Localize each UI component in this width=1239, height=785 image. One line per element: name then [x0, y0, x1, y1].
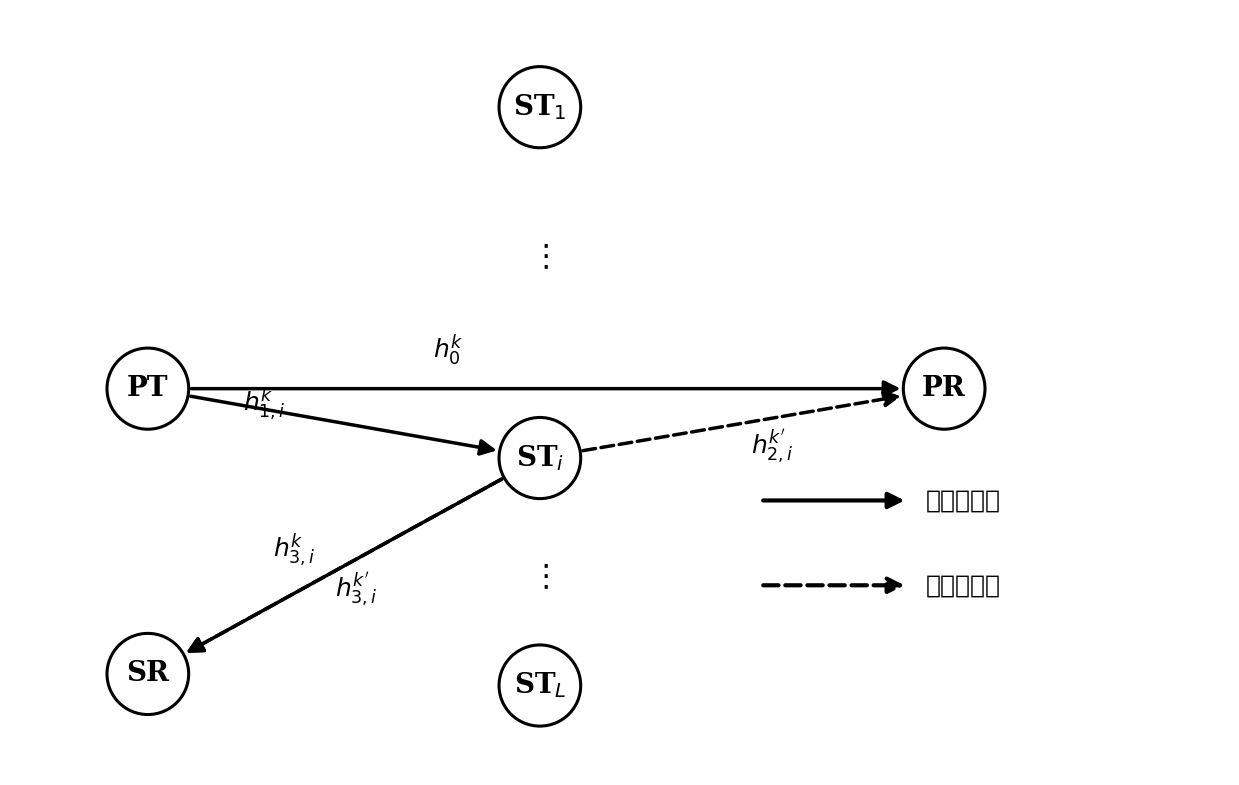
Text: ST$_i$: ST$_i$: [515, 444, 564, 473]
Text: $h_{2,i}^{k'}$: $h_{2,i}^{k'}$: [751, 428, 794, 466]
Ellipse shape: [499, 645, 581, 726]
Text: SR: SR: [126, 660, 170, 688]
Text: $h_{3,i}^{k'}$: $h_{3,i}^{k'}$: [335, 570, 378, 608]
Ellipse shape: [499, 418, 581, 498]
Text: 第二个时隙: 第二个时隙: [926, 573, 1001, 597]
Text: 第一个时隙: 第一个时隙: [926, 488, 1001, 513]
Ellipse shape: [107, 348, 188, 429]
Text: $h_0^k$: $h_0^k$: [432, 332, 463, 368]
Text: ST$_1$: ST$_1$: [513, 93, 566, 122]
Text: $\vdots$: $\vdots$: [530, 562, 549, 593]
Text: $\vdots$: $\vdots$: [530, 242, 549, 273]
Text: PT: PT: [128, 375, 169, 402]
Text: $h_{1,i}^k$: $h_{1,i}^k$: [243, 385, 285, 423]
Ellipse shape: [903, 348, 985, 429]
Text: PR: PR: [922, 375, 966, 402]
Text: $h_{3,i}^k$: $h_{3,i}^k$: [274, 532, 316, 569]
Ellipse shape: [499, 67, 581, 148]
Ellipse shape: [107, 633, 188, 714]
Text: ST$_L$: ST$_L$: [513, 670, 566, 700]
